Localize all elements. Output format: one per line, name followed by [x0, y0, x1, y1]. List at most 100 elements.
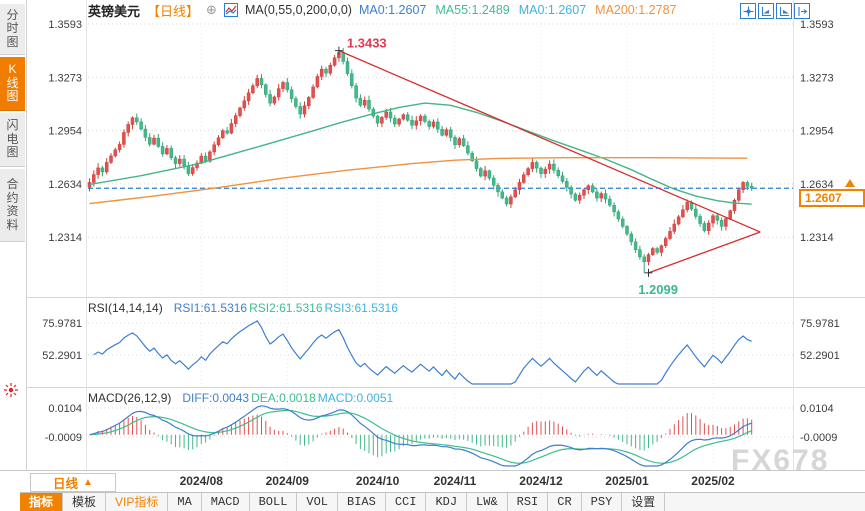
- rsi-line: [93, 320, 752, 385]
- tab-设置[interactable]: 设置: [622, 493, 666, 511]
- tab-vol[interactable]: VOL: [297, 493, 339, 511]
- rsi-formula: RSI(14,14,14): [88, 301, 163, 315]
- rsi-values: RSI1:61.5316 RSI2:61.5316 RSI3:61.5316: [174, 301, 400, 315]
- axis-tick-label: 1.3273: [48, 72, 82, 84]
- zoom-in-icon[interactable]: [776, 3, 792, 19]
- sidebar-item-char: 时: [6, 21, 19, 36]
- tab-lw&[interactable]: LW&: [467, 493, 508, 511]
- tab-ma[interactable]: MA: [168, 493, 202, 511]
- ma-formula: MA(0,55,0,200,0,0): [244, 3, 352, 17]
- crosshair-icon[interactable]: [740, 3, 756, 19]
- tab-macd[interactable]: MACD: [201, 493, 250, 511]
- tab-模板[interactable]: 模板: [63, 493, 107, 511]
- period-selector-button[interactable]: 日线 ▲: [30, 473, 116, 492]
- dea-line: [89, 409, 752, 464]
- annotations: 1.3433 1.2099: [334, 36, 761, 297]
- tab-cci[interactable]: CCI: [385, 493, 427, 511]
- sidebar-item-char: 约: [6, 190, 19, 205]
- low-annotation: 1.2099: [638, 282, 678, 297]
- macd-values: DIFF:0.0043 DEA:0.0018 MACD:0.0051: [182, 391, 395, 405]
- axis-tick-label: 52.2901: [42, 350, 82, 362]
- trendline[interactable]: [648, 231, 761, 274]
- macd-header: MACD(26,12,9) DIFF:0.0043 DEA:0.0018 MACD:…: [88, 391, 397, 405]
- axis-tick-label: 1.2314: [800, 232, 834, 244]
- axis-tick-label: 1.3593: [800, 19, 834, 31]
- macd-formula: MACD(26,12,9): [88, 391, 172, 405]
- sidebar-item-char: 合: [6, 177, 19, 191]
- symbol-name: 英镑美元: [88, 3, 141, 19]
- period-label: 日线: [53, 477, 79, 491]
- chart-canvas[interactable]: 1.3593 1.3593 1.3273 1.3273 1.2954 1.2954 1.26…: [0, 0, 865, 470]
- sidebar-item-char: 料: [6, 217, 19, 232]
- axis-tick-label: -0.0009: [45, 432, 82, 444]
- tab-psy[interactable]: PSY: [581, 493, 623, 511]
- indicator-value: DEA:0.0018: [251, 391, 316, 405]
- trendline[interactable]: [338, 50, 761, 233]
- sidebar-item-char: 分: [6, 7, 19, 22]
- tab-bias[interactable]: BIAS: [338, 493, 386, 511]
- link-icon[interactable]: ⊕: [206, 2, 217, 17]
- tab-指标[interactable]: 指标: [20, 493, 64, 511]
- zoom-out-icon[interactable]: [758, 3, 774, 19]
- axis-tick-label: 0.0104: [800, 403, 834, 415]
- ma-values: MA0:1.2607 MA55:1.2489 MA0:1.2607 MA200:1.2…: [359, 3, 686, 17]
- tab-kdj[interactable]: KDJ: [426, 493, 468, 511]
- time-axis-label: 2024/12: [519, 474, 563, 488]
- axis-tick-label: 1.2634: [800, 179, 834, 191]
- current-price-label: 1.2607: [799, 189, 865, 207]
- rsi-header: RSI(14,14,14) RSI1:61.5316 RSI2:61.5316 RS…: [88, 301, 402, 315]
- sidebar-item-char: K: [8, 62, 17, 77]
- indicator-value: MA0:1.2607: [358, 3, 427, 17]
- axis-tick-label: -0.0009: [800, 432, 837, 444]
- period-arrow-icon: ▲: [83, 477, 93, 488]
- indicator-value: RSI1:61.5316: [173, 301, 248, 315]
- sidebar-item-char: 资: [6, 204, 19, 218]
- chart-header: 英镑美元 【日线】 ⊕ MA(0,55,0,200,0,0) MA0:1.260…: [88, 2, 686, 19]
- sidebar-item-char: 线: [6, 75, 19, 90]
- tab-boll[interactable]: BOLL: [249, 493, 298, 511]
- indicator-value: MA0:1.2607: [518, 3, 587, 17]
- time-axis-label: 2025/01: [605, 474, 649, 488]
- axis-tick-label: 1.2954: [800, 126, 834, 138]
- axis-tick-label: 75.9781: [800, 318, 840, 330]
- time-axis-label: 2025/02: [691, 474, 735, 488]
- axis-tick-label: 1.3593: [48, 19, 82, 31]
- axis-tick-label: 1.2954: [48, 126, 82, 138]
- indicator-value: DIFF:0.0043: [182, 391, 250, 405]
- gridlines: 1.3593 1.3593 1.3273 1.3273 1.2954 1.2954 1.26…: [26, 0, 865, 470]
- price-up-arrow-icon: [845, 179, 855, 187]
- time-axis: 日线 ▲ 2024/08 2024/09 2024/10 2024/11 2024/12…: [0, 470, 865, 493]
- time-axis-label: 2024/10: [355, 474, 400, 488]
- time-axis-label: 2024/09: [265, 474, 309, 488]
- sidebar-item-char: 图: [6, 34, 19, 49]
- indicator-value: MACD:0.0051: [317, 391, 394, 405]
- indicator-value: RSI3:61.5316: [324, 301, 398, 315]
- sidebar-item-char: 闪: [6, 118, 19, 133]
- high-annotation: 1.3433: [347, 36, 387, 51]
- chart-type-icon[interactable]: [223, 3, 238, 17]
- sidebar-item-contract-info[interactable]: 合约资料: [0, 168, 25, 242]
- tab-rsi[interactable]: RSI: [507, 493, 549, 511]
- tab-cr[interactable]: CR: [548, 493, 582, 511]
- alert-sun-icon[interactable]: [3, 382, 19, 403]
- tab-bar-filler: [665, 493, 865, 511]
- time-axis-label: 2024/11: [433, 474, 477, 488]
- axis-tick-label: 52.2901: [800, 350, 840, 362]
- indicator-value: MA200:1.2787: [595, 3, 677, 17]
- pan-right-icon[interactable]: [794, 3, 810, 19]
- diff-line: [89, 405, 752, 467]
- axis-tick-label: 1.2634: [48, 179, 82, 191]
- indicator-value: MA55:1.2489: [435, 3, 510, 17]
- axis-tick-label: 1.2314: [48, 232, 82, 244]
- axis-tick-label: 75.9781: [42, 318, 82, 330]
- tab-vip指标[interactable]: VIP指标: [106, 493, 169, 511]
- sidebar-item-char: 图: [6, 89, 19, 104]
- time-axis-label: 2024/08: [179, 474, 223, 488]
- chart-toolbar: [740, 3, 810, 19]
- sidebar-item-timeline[interactable]: 分时图: [0, 3, 25, 55]
- sidebar-item-lightning[interactable]: 闪电图: [0, 112, 25, 167]
- sidebar-item-char: 图: [6, 145, 19, 160]
